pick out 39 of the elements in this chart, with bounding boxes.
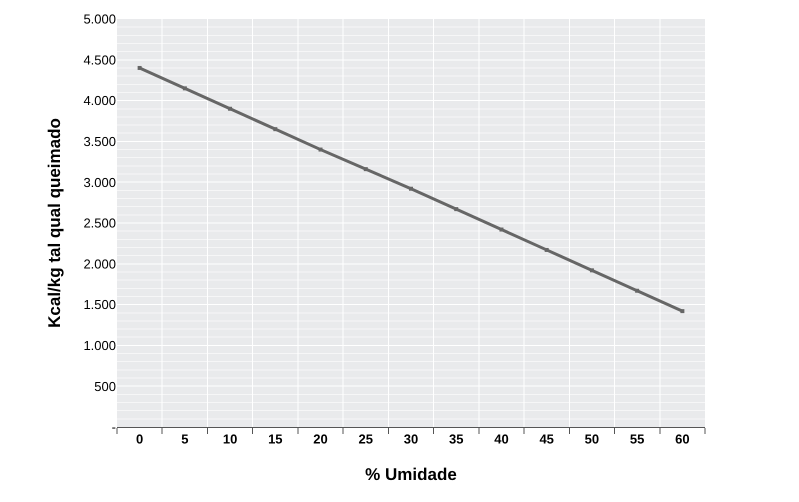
- y-tick-label: 5.000: [83, 12, 116, 27]
- y-tick-label: 4.000: [83, 93, 116, 108]
- y-axis-title: Kcal/kg tal qual queimado: [45, 118, 64, 328]
- x-tick-label: 0: [136, 432, 144, 447]
- y-tick-label: 2.000: [83, 256, 116, 272]
- x-axis-title: % Umidade: [365, 465, 457, 484]
- point: [454, 207, 458, 212]
- point: [499, 228, 504, 232]
- point: [182, 86, 187, 90]
- x-tick-label: 10: [222, 432, 238, 447]
- y-tick-label: 3.000: [83, 174, 116, 190]
- point: [273, 127, 278, 132]
- point: [409, 186, 413, 191]
- x-tick-label: 25: [358, 432, 374, 447]
- x-tick-label: 60: [675, 432, 690, 447]
- point: [680, 309, 684, 314]
- x-tick-label: 55: [630, 432, 644, 447]
- y-tick-label: 3.500: [83, 134, 116, 149]
- x-tick-label: 5: [181, 432, 188, 447]
- point: [544, 248, 549, 252]
- point: [590, 268, 594, 272]
- x-tick-label: 45: [539, 432, 554, 447]
- x-tick-label: 15: [268, 432, 283, 447]
- point: [364, 167, 368, 172]
- x-tick-label: 35: [448, 432, 464, 447]
- point: [635, 288, 640, 293]
- y-tick-label: 1.000: [83, 338, 116, 353]
- point: [138, 66, 142, 70]
- x-tick-label: 30: [404, 432, 418, 447]
- y-tick-label: 2.500: [83, 216, 116, 231]
- x-tick-label: 50: [584, 432, 600, 447]
- y-tick-label: -: [112, 420, 116, 435]
- point: [318, 148, 323, 152]
- y-tick-label: 500: [94, 378, 116, 394]
- y-tick-label: 1.500: [83, 297, 116, 312]
- y-tick-label: 4.500: [83, 52, 116, 68]
- x-tick-label: 20: [313, 432, 328, 447]
- x-tick-label: 40: [494, 432, 509, 447]
- point: [228, 106, 232, 111]
